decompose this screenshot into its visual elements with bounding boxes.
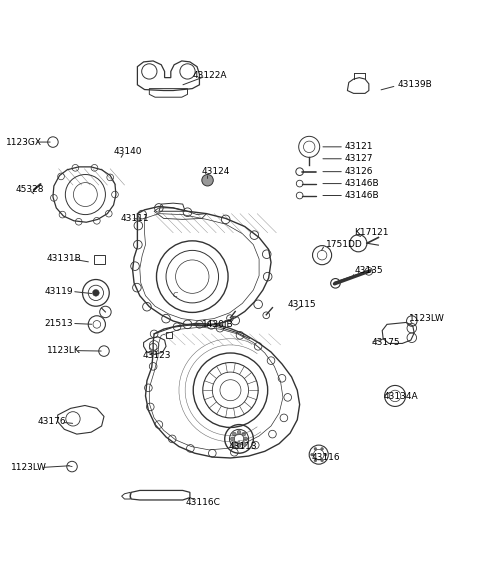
- Text: 43124: 43124: [202, 167, 230, 176]
- Text: 1123LK: 1123LK: [47, 346, 81, 355]
- Text: 43122A: 43122A: [192, 71, 227, 79]
- Text: 43113: 43113: [228, 442, 257, 451]
- Text: 1123LW: 1123LW: [11, 463, 47, 472]
- Text: 1430JB: 1430JB: [202, 320, 233, 329]
- Circle shape: [202, 175, 213, 186]
- Text: 1751DD: 1751DD: [326, 240, 363, 249]
- Circle shape: [230, 437, 234, 441]
- Text: 43121: 43121: [345, 142, 373, 151]
- Circle shape: [244, 437, 248, 441]
- Text: 43139B: 43139B: [397, 80, 432, 89]
- Text: 43123: 43123: [142, 351, 171, 360]
- Text: 43127: 43127: [345, 154, 373, 163]
- Text: 43119: 43119: [44, 287, 73, 296]
- Text: 1123GX: 1123GX: [6, 137, 42, 147]
- Circle shape: [314, 447, 317, 450]
- Circle shape: [314, 459, 317, 462]
- Text: 43116: 43116: [312, 454, 340, 462]
- Circle shape: [324, 453, 327, 456]
- Circle shape: [93, 289, 99, 296]
- Circle shape: [321, 447, 324, 450]
- Text: 43116C: 43116C: [185, 498, 220, 507]
- Text: 43131B: 43131B: [47, 255, 82, 263]
- Text: 43115: 43115: [288, 300, 316, 309]
- Text: 1123LW: 1123LW: [409, 314, 445, 323]
- Circle shape: [321, 459, 324, 462]
- Text: 43126: 43126: [345, 167, 373, 176]
- Text: 21513: 21513: [44, 319, 73, 328]
- Text: 43135: 43135: [355, 266, 383, 276]
- Circle shape: [242, 442, 246, 445]
- Text: 43176: 43176: [37, 417, 66, 426]
- Circle shape: [232, 442, 236, 445]
- Circle shape: [242, 432, 246, 436]
- Text: C: C: [173, 292, 178, 298]
- Text: 43146B: 43146B: [345, 191, 380, 200]
- Text: 43140: 43140: [114, 147, 142, 156]
- Text: 43175: 43175: [371, 338, 400, 347]
- Text: K17121: K17121: [355, 229, 389, 237]
- Bar: [95, 255, 105, 264]
- Text: 43111: 43111: [120, 214, 149, 223]
- Circle shape: [237, 444, 241, 448]
- Circle shape: [237, 430, 241, 434]
- Circle shape: [311, 453, 313, 456]
- Text: 43146B: 43146B: [345, 179, 380, 188]
- Circle shape: [232, 432, 236, 436]
- Text: 45328: 45328: [16, 185, 44, 194]
- Circle shape: [331, 278, 340, 288]
- Text: 43134A: 43134A: [383, 392, 418, 401]
